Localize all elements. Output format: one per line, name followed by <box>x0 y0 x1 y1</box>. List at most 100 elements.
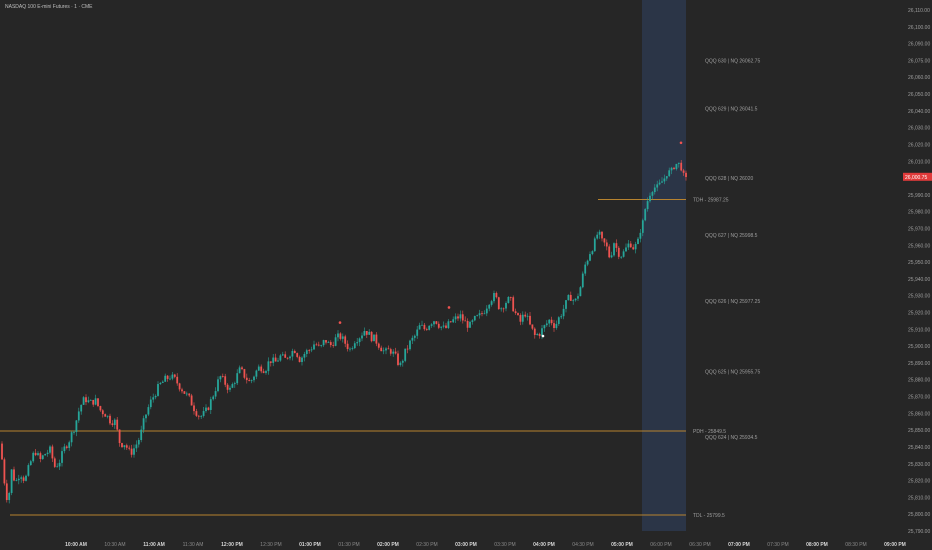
candle-body <box>320 345 323 346</box>
level-label: QQQ 627 | NQ 25998.5 <box>705 233 758 239</box>
y-tick-label: 26,020.00 <box>908 142 930 148</box>
candle-body <box>615 243 618 248</box>
candle-body <box>613 243 615 256</box>
candle-body <box>526 315 529 317</box>
candle-body <box>214 391 217 397</box>
candle-body <box>181 389 183 392</box>
x-tick-label: 09:00 PM <box>884 542 906 548</box>
candle-body <box>682 170 685 173</box>
candle-body <box>473 315 476 321</box>
candle-body <box>428 325 431 330</box>
candle-body <box>471 320 474 322</box>
candle-body <box>173 374 176 377</box>
candle-body <box>567 294 570 301</box>
level-label: TDH - 25987.25 <box>693 197 729 203</box>
candle-body <box>89 399 92 401</box>
candle-body <box>195 411 198 416</box>
candle-body <box>452 319 455 323</box>
candle-body <box>550 319 553 324</box>
candle-body <box>557 317 560 324</box>
x-tick-label: 04:00 PM <box>533 542 555 548</box>
candle-body <box>305 350 308 354</box>
y-tick-label: 26,030.00 <box>908 126 930 132</box>
candle-body <box>577 296 579 299</box>
candle-body <box>524 314 527 317</box>
candle-body <box>169 378 171 380</box>
candle-body <box>277 360 279 362</box>
y-tick-label: 25,970.00 <box>908 226 930 232</box>
candle-body <box>233 383 236 385</box>
candle-body <box>245 377 248 381</box>
candle-body <box>15 480 18 481</box>
candle-body <box>209 399 212 410</box>
candle-body <box>562 308 565 317</box>
candle-body <box>337 333 339 338</box>
candle-body <box>334 337 337 346</box>
candle-body <box>70 432 73 443</box>
candle-body <box>464 320 467 322</box>
session-highlight <box>642 0 686 531</box>
candle-body <box>68 442 71 448</box>
y-tick-label: 26,100.00 <box>908 25 930 31</box>
candle-body <box>411 337 414 341</box>
candle-body <box>154 395 157 398</box>
candle-body <box>56 466 59 468</box>
y-tick-label: 25,820.00 <box>908 479 930 485</box>
candle-body <box>663 178 666 182</box>
x-tick-label: 01:00 PM <box>299 542 321 548</box>
candle-body <box>325 340 327 343</box>
candle-body <box>416 329 419 336</box>
candle-body <box>488 304 491 309</box>
candle-body <box>589 254 591 261</box>
candle-body <box>101 410 104 415</box>
level-label: QQQ 628 | NQ 26020 <box>705 176 753 182</box>
candle-body <box>375 334 378 344</box>
candle-body <box>541 328 543 336</box>
candle-body <box>185 393 188 395</box>
y-tick-label: 26,010.00 <box>908 159 930 165</box>
candle-body <box>298 356 301 363</box>
candle-body <box>243 369 246 378</box>
candle-body <box>80 404 83 412</box>
candle-body <box>149 399 152 408</box>
candle-body <box>137 440 140 445</box>
candle-body <box>142 418 145 430</box>
candle-body <box>581 273 584 288</box>
candle-body <box>329 342 332 346</box>
candle-body <box>521 314 524 322</box>
candle-body <box>171 374 174 379</box>
candle-body <box>332 345 335 346</box>
x-tick-label: 01:30 PM <box>338 542 359 548</box>
candle-body <box>598 231 601 235</box>
x-tick-label: 05:00 PM <box>611 542 633 548</box>
candle-body <box>87 400 90 403</box>
candle-body <box>653 187 656 193</box>
candle-body <box>418 325 421 330</box>
candle-body <box>99 406 102 411</box>
candle-body <box>51 446 54 459</box>
candle-body <box>555 323 558 328</box>
candle-body <box>363 331 366 336</box>
candle-body <box>296 353 299 357</box>
x-tick-label: 08:00 PM <box>806 542 828 548</box>
candle-body <box>274 357 277 362</box>
candle-body <box>272 357 275 363</box>
candle-body <box>75 420 78 432</box>
candle-body <box>291 350 294 357</box>
x-tick-label: 12:30 PM <box>260 542 281 548</box>
candle-body <box>478 313 481 316</box>
candle-body <box>641 220 644 233</box>
candle-body <box>553 323 555 328</box>
signal-marker <box>679 141 683 145</box>
candle-body <box>651 192 654 196</box>
candle-body <box>183 391 186 394</box>
candle-body <box>303 353 306 358</box>
candle-body <box>536 333 539 335</box>
candle-body <box>495 293 498 298</box>
candle-body <box>620 256 623 258</box>
candle-body <box>92 399 95 405</box>
candle-body <box>310 349 313 351</box>
candle-body <box>680 162 683 171</box>
candle-body <box>519 315 522 322</box>
